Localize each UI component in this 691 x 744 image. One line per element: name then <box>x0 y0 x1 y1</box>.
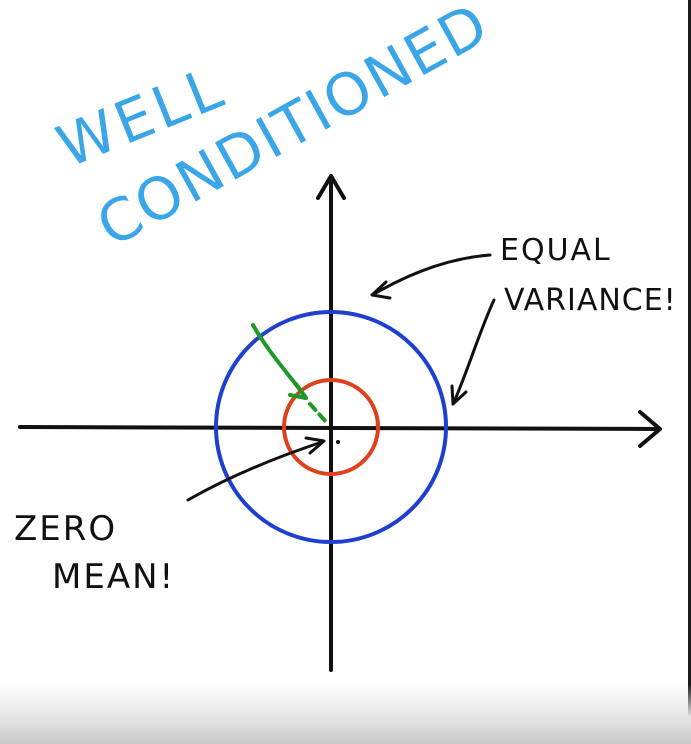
frame-right-edge <box>688 0 691 744</box>
title-group: WELL CONDITIONED <box>48 0 501 260</box>
outer-circle-equal-variance <box>214 310 448 544</box>
zero-mean-arrow-icon <box>186 436 326 502</box>
zero-mean-line-1: ZERO <box>14 509 117 549</box>
zero-mean-label: ZERO MEAN! <box>14 509 175 597</box>
equal-variance-label: EQUAL VARIANCE! <box>500 233 677 318</box>
equal-variance-line-2: VARIANCE! <box>504 283 677 318</box>
x-axis <box>18 425 660 431</box>
inner-circle-zero-mean <box>282 378 380 476</box>
axes-group <box>18 174 662 672</box>
zero-mean-line-2: MEAN! <box>52 557 175 597</box>
equal-variance-arrow-side-icon <box>450 298 496 406</box>
equal-variance-arrow-top-icon <box>370 253 492 300</box>
x-axis-arrowhead-icon <box>638 410 662 448</box>
shift-arrow-icon <box>251 323 330 426</box>
y-axis-arrowhead-icon <box>316 174 346 200</box>
frame-bottom-shadow <box>0 684 691 744</box>
equal-variance-line-1: EQUAL <box>500 233 612 268</box>
origin-dot <box>336 440 340 444</box>
